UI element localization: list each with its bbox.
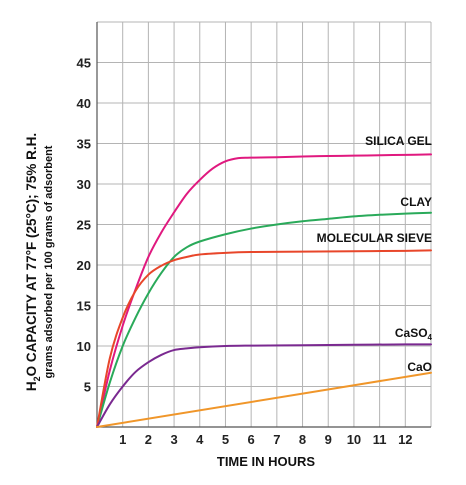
series-labels: SILICA GEL CLAY MOLECULAR SIEVE CaSO4 CaO bbox=[317, 134, 433, 374]
y-tick-label: 25 bbox=[77, 218, 91, 233]
series-label-clay: CLAY bbox=[400, 195, 432, 209]
series-label-molecular-sieve: MOLECULAR SIEVE bbox=[317, 231, 432, 245]
x-tick-label: 12 bbox=[398, 432, 412, 447]
grid bbox=[97, 21, 432, 427]
series-line-clay bbox=[96, 211, 432, 428]
x-tick-label: 3 bbox=[170, 432, 177, 447]
series-line-caso4 bbox=[96, 343, 432, 428]
x-axis-title: TIME IN HOURS bbox=[217, 454, 316, 469]
x-tick-label: 5 bbox=[222, 432, 229, 447]
y-tick-label: 5 bbox=[84, 380, 91, 395]
y-tick-label: 35 bbox=[77, 137, 91, 152]
y-axis-subtitle: grams adsorbed per 100 grams of adsorben… bbox=[43, 145, 55, 378]
series-line-silica-gel bbox=[96, 153, 432, 428]
x-tick-label: 9 bbox=[325, 432, 332, 447]
y-tick-label: 15 bbox=[77, 299, 91, 314]
y-axis-title: H2O CAPACITY AT 77°F (25°C); 75% R.H. bbox=[24, 133, 42, 391]
series-line-molecular-sieve bbox=[96, 249, 432, 428]
y-tick-label: 30 bbox=[77, 177, 91, 192]
y-tick-label: 10 bbox=[77, 339, 91, 354]
series-lines bbox=[96, 153, 432, 428]
x-tick-label: 10 bbox=[347, 432, 361, 447]
x-tick-label: 1 bbox=[119, 432, 126, 447]
y-axis-title-secondary: grams adsorbed per 100 grams of adsorben… bbox=[43, 145, 55, 378]
series-label-caso4: CaSO4 bbox=[395, 326, 433, 342]
series-label-cao: CaO bbox=[407, 360, 432, 374]
x-tick-label: 11 bbox=[373, 432, 387, 447]
x-tick-label: 4 bbox=[196, 432, 204, 447]
y-tick-label: 40 bbox=[77, 96, 91, 111]
series-line-cao bbox=[96, 371, 432, 428]
series-label-silica-gel: SILICA GEL bbox=[365, 134, 432, 148]
x-tick-label: 7 bbox=[273, 432, 280, 447]
x-tick-label: 6 bbox=[248, 432, 255, 447]
axes bbox=[96, 22, 431, 428]
x-tick-label: 8 bbox=[299, 432, 306, 447]
y-axis-title-main: H2O CAPACITY AT 77°F (25°C); 75% R.H. bbox=[24, 133, 42, 391]
y-tick-label: 20 bbox=[77, 258, 91, 273]
y-tick-label: 45 bbox=[77, 56, 91, 71]
x-tick-label: 2 bbox=[145, 432, 152, 447]
